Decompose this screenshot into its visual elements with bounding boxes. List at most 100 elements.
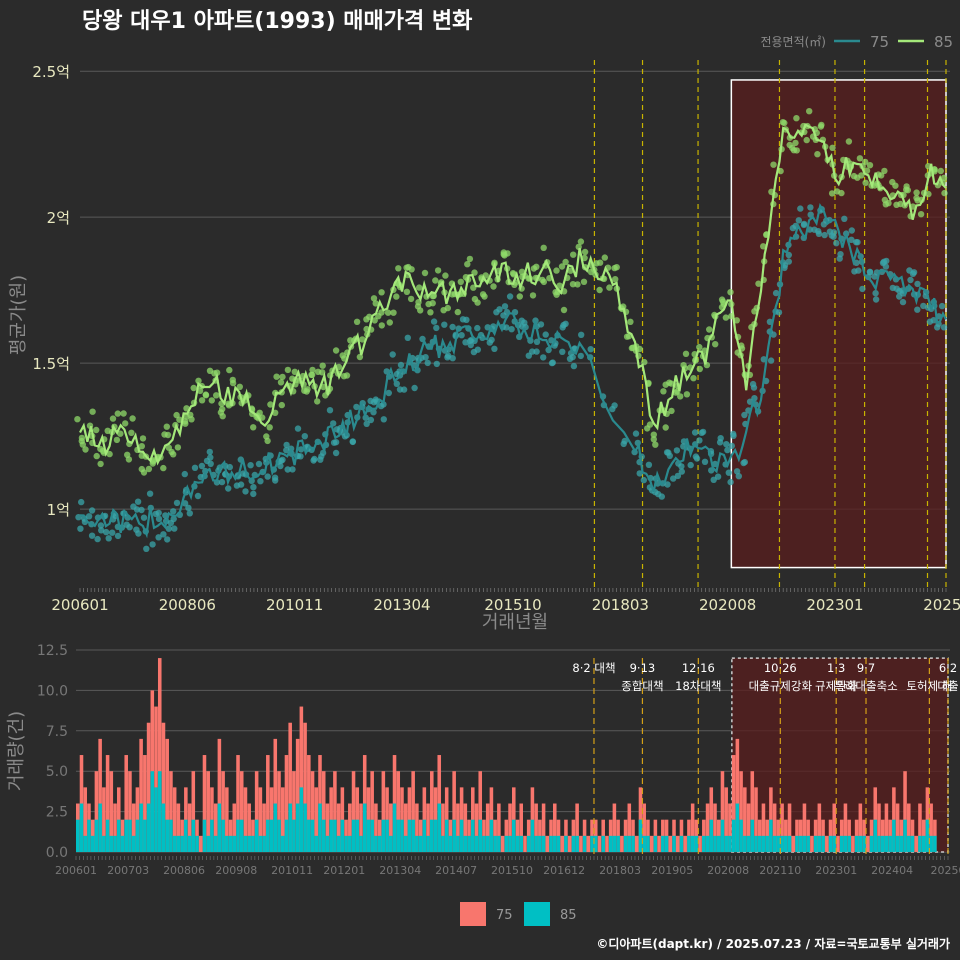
bar-85 (776, 835, 781, 852)
data-point-75 (501, 303, 509, 310)
bar-75 (497, 803, 501, 852)
data-point-75 (910, 269, 918, 276)
bar-75 (556, 819, 561, 852)
bar-85 (888, 835, 892, 852)
bar-85 (806, 835, 810, 852)
bar-85 (638, 819, 643, 852)
data-point-75 (533, 338, 541, 345)
annotation-label: 규제완화 (815, 679, 858, 693)
data-point-85 (202, 391, 209, 398)
data-point-75 (872, 296, 880, 303)
data-point-75 (250, 484, 257, 491)
bar-85 (195, 835, 199, 852)
bar-85 (448, 835, 453, 852)
data-point-75 (518, 317, 525, 324)
bar-85 (83, 835, 88, 852)
data-point-75 (404, 334, 411, 341)
bar-75 (903, 771, 907, 852)
bar-75 (646, 819, 650, 852)
bar-85 (821, 835, 825, 852)
bar-85 (150, 771, 155, 852)
data-point-85 (660, 388, 667, 395)
bar-75 (154, 706, 158, 852)
bar-75 (418, 819, 423, 852)
bar-75 (243, 787, 248, 852)
bar-85 (813, 835, 818, 852)
bar-75 (843, 803, 848, 852)
data-point-75 (775, 309, 783, 316)
bar-85 (832, 835, 837, 852)
data-point-85 (606, 284, 613, 291)
annotation-label: 특례대출축소 (834, 679, 897, 693)
data-point-75 (807, 204, 814, 211)
data-point-75 (283, 441, 290, 449)
bar-85 (750, 819, 755, 852)
bar-85 (877, 835, 881, 852)
y-axis-title: 평균가(원) (8, 275, 29, 355)
bar-85 (120, 835, 125, 852)
bar-75 (321, 771, 326, 852)
bar-75 (806, 819, 810, 852)
bar-85 (340, 819, 345, 852)
bar-75 (731, 755, 736, 852)
data-point-85 (862, 179, 869, 186)
bar-85 (336, 835, 341, 852)
data-point-85 (416, 284, 423, 291)
bar-85 (221, 819, 225, 852)
data-point-85 (560, 306, 568, 314)
bar-85 (98, 803, 102, 852)
data-point-85 (378, 289, 385, 296)
bar-85 (441, 835, 445, 852)
credit-text: ©디아파트(dapt.kr) / 2025.07.23 / 자료=국토교통부 실… (596, 936, 950, 951)
data-point-85 (160, 464, 167, 472)
bar-75 (478, 771, 483, 852)
data-point-85 (421, 269, 429, 277)
bar-85 (847, 835, 851, 852)
data-point-75 (430, 318, 438, 325)
data-point-85 (372, 300, 379, 307)
bar-85 (251, 835, 255, 852)
bar-85 (854, 835, 859, 852)
data-point-75 (467, 341, 474, 349)
data-point-75 (855, 267, 862, 274)
data-point-85 (516, 293, 523, 300)
bar-85 (582, 835, 587, 852)
data-point-75 (640, 476, 647, 484)
data-point-75 (194, 492, 202, 500)
bar-85 (333, 819, 337, 852)
data-point-75 (155, 534, 162, 541)
data-point-75 (540, 354, 547, 361)
bar-75 (754, 787, 758, 852)
bar-75 (567, 835, 572, 852)
data-point-75 (938, 302, 946, 310)
data-point-85 (434, 267, 442, 274)
data-point-75 (920, 302, 927, 310)
bar-75 (485, 803, 490, 852)
data-point-75 (474, 324, 481, 332)
bar-85 (206, 835, 210, 852)
bar-85 (266, 819, 270, 852)
bar-75 (236, 755, 240, 852)
data-point-75 (750, 384, 758, 391)
data-point-85 (120, 410, 127, 417)
data-point-75 (103, 528, 110, 536)
data-point-75 (94, 535, 101, 543)
annotation-label: 18차대책 (675, 679, 721, 693)
bar-75 (575, 803, 579, 852)
bar-75 (157, 658, 162, 852)
data-point-75 (78, 498, 85, 506)
bar-85 (135, 819, 140, 852)
bar-75 (854, 819, 859, 852)
bar-75 (98, 738, 102, 852)
data-point-75 (250, 490, 257, 498)
data-point-75 (836, 255, 843, 262)
bar-75 (251, 819, 255, 852)
top-panel-grid (80, 70, 950, 569)
bar-75 (131, 803, 136, 852)
data-point-85 (727, 289, 734, 296)
bar-85 (817, 835, 822, 852)
bar-85 (925, 819, 930, 852)
data-point-85 (314, 398, 321, 405)
bar-75 (612, 803, 617, 852)
